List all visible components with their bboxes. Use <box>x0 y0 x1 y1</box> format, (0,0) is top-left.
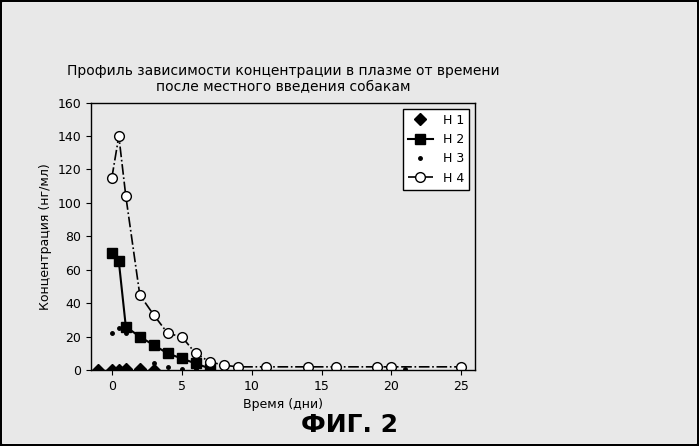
Legend: Н 1, Н 2, Н 3, Н 4: Н 1, Н 2, Н 3, Н 4 <box>403 109 469 190</box>
Н 4 <box>387 364 396 369</box>
Line: Н 3: Н 3 <box>108 325 465 372</box>
Line: Н 1: Н 1 <box>94 364 158 374</box>
Н 1 <box>122 366 130 371</box>
Н 4 <box>136 292 144 297</box>
Н 2 <box>178 356 186 361</box>
Н 4 <box>373 364 382 369</box>
Н 4 <box>178 334 186 339</box>
Н 4 <box>206 359 214 364</box>
Н 3 <box>303 366 312 371</box>
Title: Профиль зависимости концентрации в плазме от времени
после местного введения соб: Профиль зависимости концентрации в плазм… <box>67 64 499 95</box>
Н 4 <box>192 351 200 356</box>
Н 3 <box>373 366 382 371</box>
Н 3 <box>387 366 396 371</box>
Н 4 <box>233 364 242 369</box>
Н 2 <box>108 250 116 256</box>
Line: Н 4: Н 4 <box>107 131 466 372</box>
Н 4 <box>261 364 270 369</box>
Н 2 <box>164 351 172 356</box>
Н 2 <box>136 334 144 339</box>
Н 3 <box>136 334 144 339</box>
Н 3 <box>108 331 116 336</box>
Н 1 <box>108 368 116 373</box>
Н 1 <box>94 368 102 373</box>
Text: ФИГ. 2: ФИГ. 2 <box>301 413 398 437</box>
X-axis label: Время (дни): Время (дни) <box>243 398 323 412</box>
Н 3 <box>331 366 340 371</box>
Н 3 <box>401 366 410 371</box>
Н 4 <box>122 194 130 199</box>
Н 2 <box>115 259 123 264</box>
Н 2 <box>122 324 130 329</box>
Н 4 <box>108 175 116 181</box>
Y-axis label: Концентрация (нг/мл): Концентрация (нг/мл) <box>38 163 52 310</box>
Н 2 <box>206 366 214 371</box>
Н 3 <box>233 366 242 371</box>
Н 3 <box>150 361 158 366</box>
Н 4 <box>331 364 340 369</box>
Н 4 <box>457 364 466 369</box>
Н 3 <box>457 366 466 371</box>
Н 2 <box>192 361 200 366</box>
Н 1 <box>115 368 123 373</box>
Н 1 <box>136 366 144 371</box>
Н 3 <box>115 326 123 331</box>
Н 3 <box>192 366 200 371</box>
Н 4 <box>164 331 172 336</box>
Н 4 <box>150 312 158 318</box>
Н 3 <box>261 366 270 371</box>
Н 4 <box>303 364 312 369</box>
Н 4 <box>219 363 228 368</box>
Н 3 <box>122 331 130 336</box>
Н 4 <box>115 133 123 139</box>
Н 3 <box>219 366 228 371</box>
Line: Н 2: Н 2 <box>107 248 215 373</box>
Н 3 <box>178 366 186 371</box>
Н 1 <box>150 368 158 373</box>
Н 2 <box>150 343 158 348</box>
Н 3 <box>164 364 172 369</box>
